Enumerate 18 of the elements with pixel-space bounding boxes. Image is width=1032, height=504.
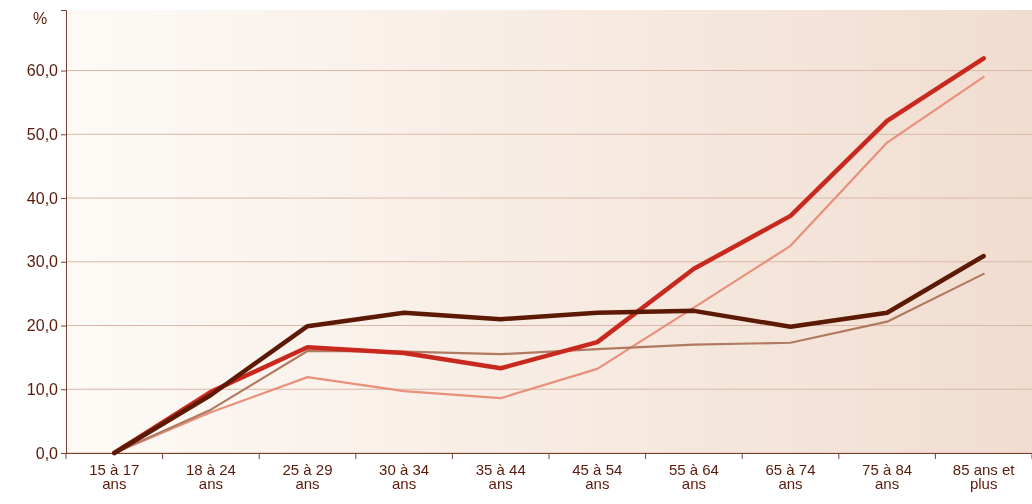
y-tick-label: 30,0 (26, 253, 59, 271)
x-tick-label: 30 à 34 ans (379, 461, 430, 492)
y-tick-label: 10,0 (26, 380, 59, 398)
x-tick-label: 65 à 74 ans (765, 461, 816, 492)
y-axis-title: % (32, 10, 48, 27)
y-tick-label: 0,0 (35, 444, 59, 462)
x-tick-label: 85 ans et plus (952, 461, 1016, 492)
x-tick-label: 75 à 84 ans (862, 461, 913, 492)
x-tick-label: 35 à 44 ans (475, 461, 526, 492)
x-tick-label: 18 à 24 ans (185, 461, 236, 492)
y-tick-label: 60,0 (26, 62, 59, 80)
x-tick-label: 15 à 17 ans (89, 461, 140, 492)
y-tick-label: 40,0 (26, 189, 59, 207)
x-tick-label: 25 à 29 ans (282, 461, 333, 492)
y-tick-label: 50,0 (26, 125, 59, 143)
y-tick-label: 20,0 (26, 317, 59, 335)
x-tick-label: 55 à 64 ans (668, 461, 719, 492)
x-tick-label: 45 à 54 ans (572, 461, 623, 492)
